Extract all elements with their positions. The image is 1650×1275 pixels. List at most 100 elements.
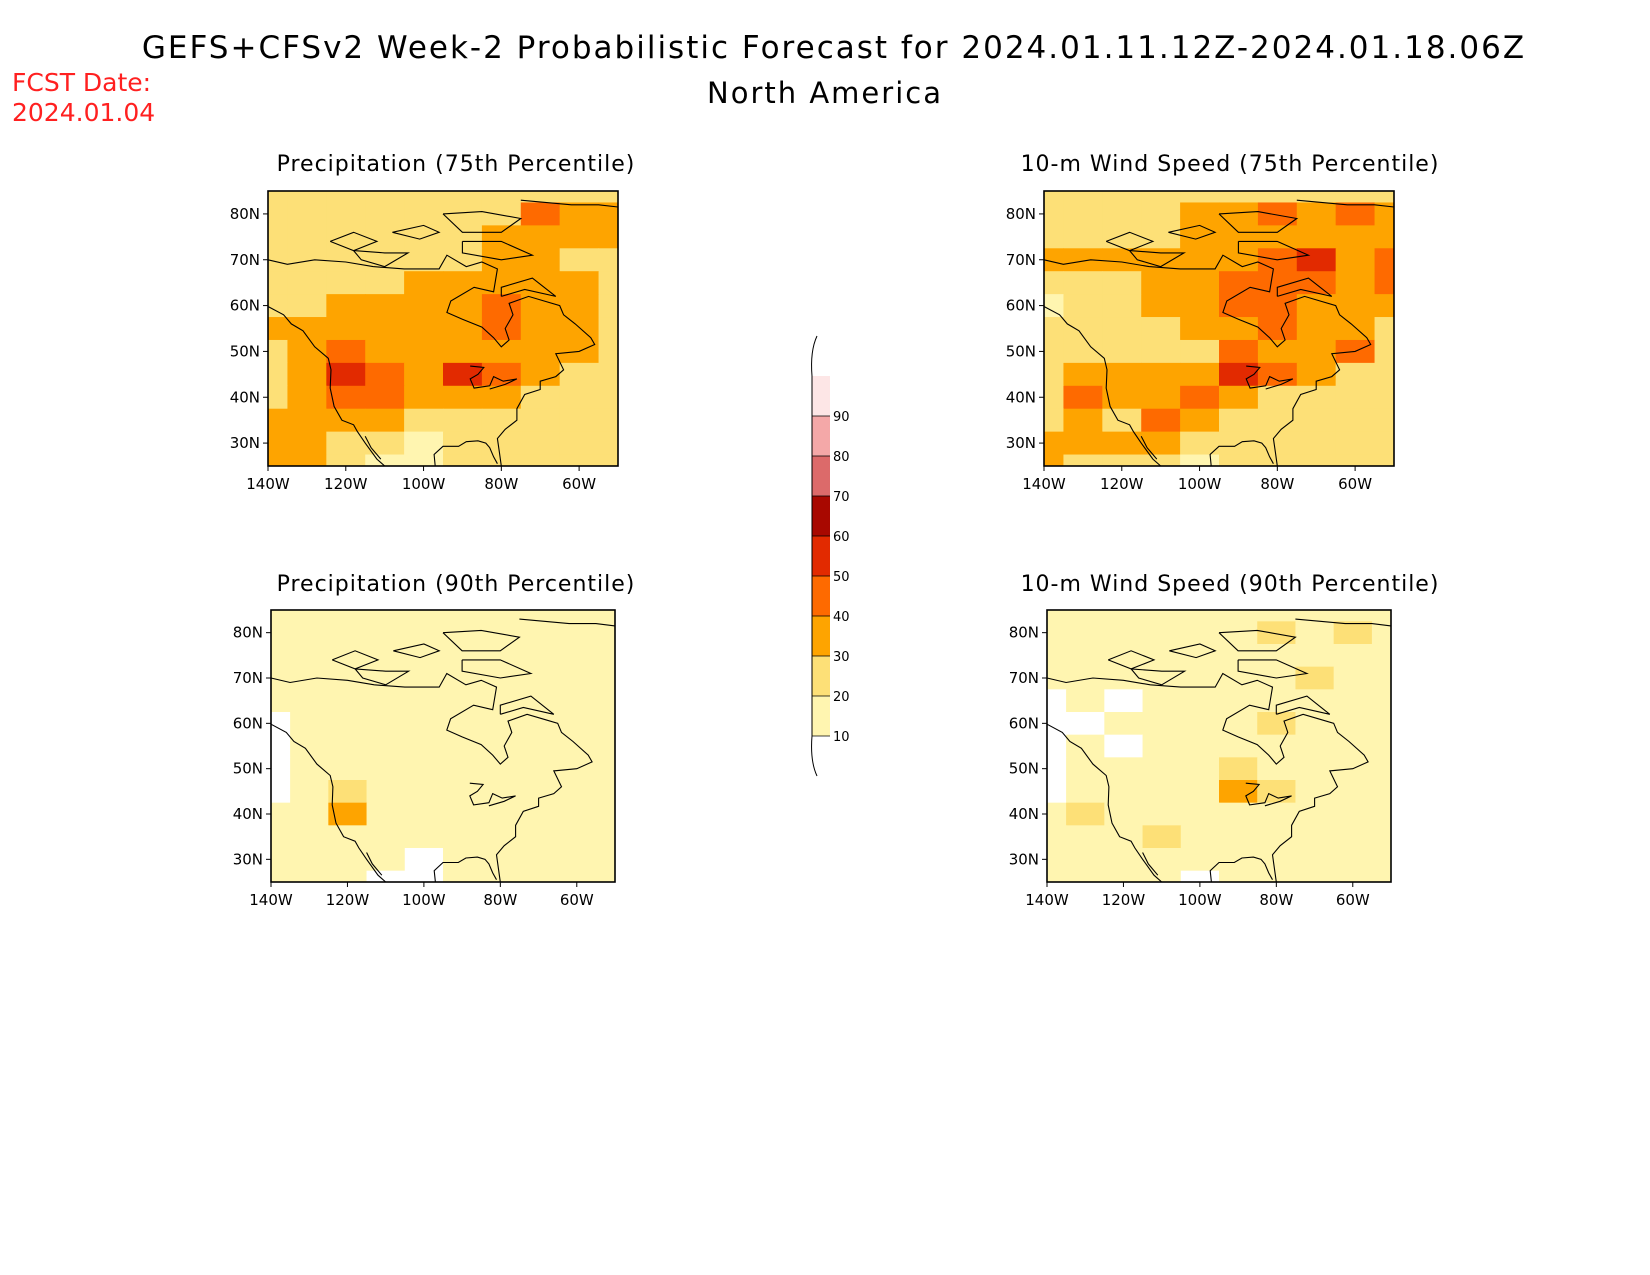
grid-cell xyxy=(559,248,600,272)
grid-cell xyxy=(443,225,483,249)
grid-cell xyxy=(366,712,406,736)
grid-cell xyxy=(559,294,600,318)
coastline xyxy=(1296,199,1395,208)
coastline xyxy=(500,277,557,297)
grid-cell xyxy=(1296,202,1337,226)
grid-cell xyxy=(1333,780,1373,804)
grid-cell xyxy=(326,202,366,226)
grid-cell xyxy=(1142,848,1182,872)
grid-cell xyxy=(443,385,483,410)
lat-tick-label: 50N xyxy=(1009,760,1039,778)
grid-cell xyxy=(268,248,288,272)
grid-cell xyxy=(287,317,327,341)
grid-cell xyxy=(366,825,406,849)
grid-cell xyxy=(328,734,368,758)
grid-cell xyxy=(1374,191,1395,203)
colorbar-swatch xyxy=(812,416,830,456)
grid-cell xyxy=(1044,385,1064,410)
lon-tick-label: 140W xyxy=(249,891,293,909)
grid-cell xyxy=(1104,802,1144,826)
colorbar-label: 20 xyxy=(833,690,850,705)
grid-cell xyxy=(326,248,366,272)
grid-cell xyxy=(290,644,329,668)
grid-cell xyxy=(519,689,559,713)
grid-cell xyxy=(365,202,405,226)
lon-tick-label: 120W xyxy=(326,891,370,909)
lon-tick-label: 80W xyxy=(483,891,517,909)
grid-cell xyxy=(1296,294,1337,318)
grid-cell xyxy=(1066,621,1105,645)
grid-cell xyxy=(559,362,600,387)
grid-cell xyxy=(290,712,329,736)
grid-cell xyxy=(365,317,405,341)
lat-tick-label: 60N xyxy=(1006,297,1036,315)
grid-cell xyxy=(443,689,482,713)
coastline xyxy=(267,306,386,467)
grid-cell xyxy=(1180,454,1220,467)
grid-cell xyxy=(404,248,444,272)
grid-cell xyxy=(1219,757,1258,781)
grid-cell xyxy=(287,191,327,203)
grid-cell xyxy=(1066,610,1105,622)
main-title: GEFS+CFSv2 Week-2 Probabilistic Forecast… xyxy=(141,30,1527,66)
grid-cell xyxy=(326,385,366,410)
grid-cell xyxy=(365,362,405,387)
lon-tick-label: 120W xyxy=(1102,891,1146,909)
forecast-date-caption: FCST Date: xyxy=(12,68,152,97)
coastline xyxy=(1245,782,1292,807)
grid-cell xyxy=(268,271,288,295)
grid-cell xyxy=(1180,825,1220,849)
grid-cell xyxy=(1102,271,1142,295)
grid-cell xyxy=(557,621,597,645)
grid-cell xyxy=(1142,757,1182,781)
grid-cell xyxy=(481,454,522,467)
map-precip90: 140W 120W 100W 80W 60W 30N 40N 50N 60N 70N 80N xyxy=(233,609,616,909)
grid-cell xyxy=(443,757,482,781)
grid-cell xyxy=(1371,734,1392,758)
grid-cell xyxy=(290,689,329,713)
grid-cell xyxy=(1102,408,1142,433)
coastline xyxy=(1043,306,1162,467)
grid-cell xyxy=(271,848,291,872)
grid-cell xyxy=(365,408,405,433)
grid-cell xyxy=(1257,225,1298,249)
grid-cell xyxy=(557,870,597,883)
grid-cell xyxy=(1063,225,1103,249)
grid-cell xyxy=(1296,362,1337,387)
grid-cell xyxy=(1219,825,1258,849)
grid-cell xyxy=(1104,757,1144,781)
grid-cell xyxy=(595,825,616,849)
grid-cell xyxy=(1047,780,1067,804)
grid-cell xyxy=(1257,454,1298,467)
grid-cell xyxy=(271,689,291,713)
grid-cell xyxy=(290,734,329,758)
grid-cell xyxy=(1102,454,1142,467)
grid-cell xyxy=(1257,431,1298,456)
grid-cell xyxy=(1047,610,1067,622)
grid-cell xyxy=(1257,734,1296,758)
grid-cell xyxy=(1047,848,1067,872)
colorbar-swatch xyxy=(812,496,830,536)
grid-cell xyxy=(268,362,288,387)
grid-cell xyxy=(290,802,329,826)
grid-cell xyxy=(443,339,483,364)
grid-cell xyxy=(1180,780,1220,804)
grid-cell xyxy=(287,225,327,249)
grid-cell xyxy=(557,666,597,690)
lat-tick-label: 60N xyxy=(1009,714,1039,732)
lat-tick-label: 70N xyxy=(230,251,260,269)
grid-cell xyxy=(1371,644,1392,668)
grid-cell xyxy=(1104,870,1144,883)
grid-cell xyxy=(326,362,366,387)
grid-cell xyxy=(443,802,482,826)
grid-cell xyxy=(1141,408,1181,433)
grid-cell xyxy=(1102,317,1142,341)
map-wind75: 140W 120W 100W 80W 60W 30N 40N 50N 60N 70N 80N xyxy=(1006,190,1395,493)
colorbar-label: 70 xyxy=(833,490,850,505)
coastline xyxy=(1209,440,1274,467)
grid-cell xyxy=(1296,454,1337,467)
grid-cell xyxy=(1335,317,1376,341)
grid-cell xyxy=(1219,734,1258,758)
grid-cell xyxy=(1141,202,1181,226)
grid-cell xyxy=(559,408,600,433)
